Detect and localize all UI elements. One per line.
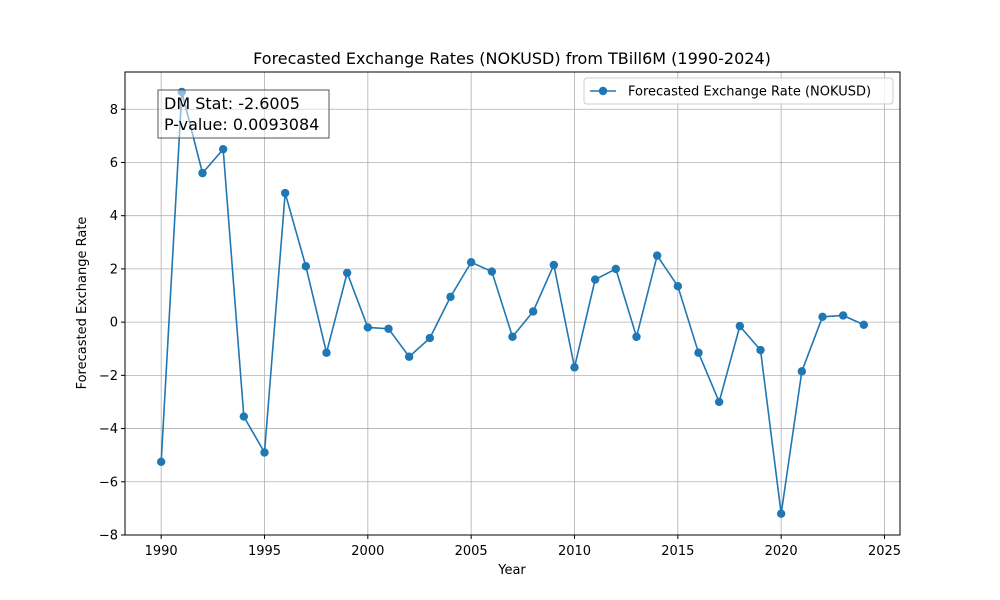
data-point [466, 258, 476, 267]
dm-stat-annotation: DM Stat: -2.6005 P-value: 0.0093084 [157, 89, 330, 139]
data-point [404, 352, 414, 361]
data-point [322, 348, 331, 357]
x-tick-label: 2010 [558, 544, 591, 559]
grid-lines [125, 72, 900, 536]
data-point [549, 260, 559, 270]
data-point [756, 345, 765, 355]
legend-box [583, 77, 894, 105]
data-point [280, 188, 290, 198]
data-point [776, 509, 786, 518]
data-point [363, 323, 373, 332]
x-tick-label: 2015 [661, 544, 694, 559]
y-tick-label: −6 [99, 475, 118, 490]
data-point [301, 262, 311, 271]
data-point [425, 333, 435, 343]
y-axis-label: Forecasted Exchange Rate [75, 217, 90, 390]
y-tick-label: 6 [110, 156, 118, 171]
data-point [508, 332, 517, 341]
x-tick-label: 2020 [765, 544, 798, 559]
data-point [260, 448, 269, 457]
data-point [446, 292, 455, 302]
x-tick-label: 2025 [868, 544, 901, 559]
data-point [590, 275, 600, 284]
data-point [198, 168, 207, 178]
data-point [218, 144, 228, 154]
x-axis-label: Year [497, 563, 526, 578]
data-point [673, 282, 683, 291]
data-point [611, 264, 621, 274]
y-tick-label: 2 [110, 262, 118, 277]
y-tick-label: −8 [99, 529, 118, 544]
chart-title: Forecasted Exchange Rates (NOKUSD) from … [253, 49, 771, 68]
x-tick-label: 2000 [351, 544, 384, 559]
data-point [818, 312, 827, 322]
x-tick-label: 1990 [145, 544, 178, 559]
x-tick-label: 2005 [455, 544, 488, 559]
data-point [528, 307, 538, 316]
annotation-box [157, 89, 330, 139]
x-tick-label: 1995 [248, 544, 281, 559]
legend-marker [598, 86, 608, 96]
plot-frame [124, 71, 901, 536]
data-point [797, 367, 807, 376]
data-point [156, 457, 166, 467]
data-point [487, 267, 497, 276]
data-point [632, 332, 641, 341]
legend: Forecasted Exchange Rate (NOKUSD) [583, 77, 894, 105]
y-tick-label: −2 [99, 369, 118, 384]
data-point [714, 397, 724, 407]
data-point [570, 363, 579, 372]
data-point [838, 311, 848, 320]
y-tick-label: 4 [110, 209, 118, 224]
data-point [694, 348, 703, 357]
data-point [239, 412, 249, 421]
y-tick-label: −4 [99, 422, 118, 437]
p-value-text: P-value: 0.0093084 [164, 115, 319, 134]
legend-label: Forecasted Exchange Rate (NOKUSD) [628, 85, 871, 100]
y-tick-label: 8 [110, 103, 118, 118]
y-tick-label: 0 [110, 316, 118, 331]
data-point [384, 324, 393, 333]
dm-stat-text: DM Stat: -2.6005 [164, 94, 300, 113]
data-point [342, 268, 352, 278]
data-point [652, 251, 662, 260]
data-point [735, 321, 745, 331]
data-point [859, 320, 869, 329]
